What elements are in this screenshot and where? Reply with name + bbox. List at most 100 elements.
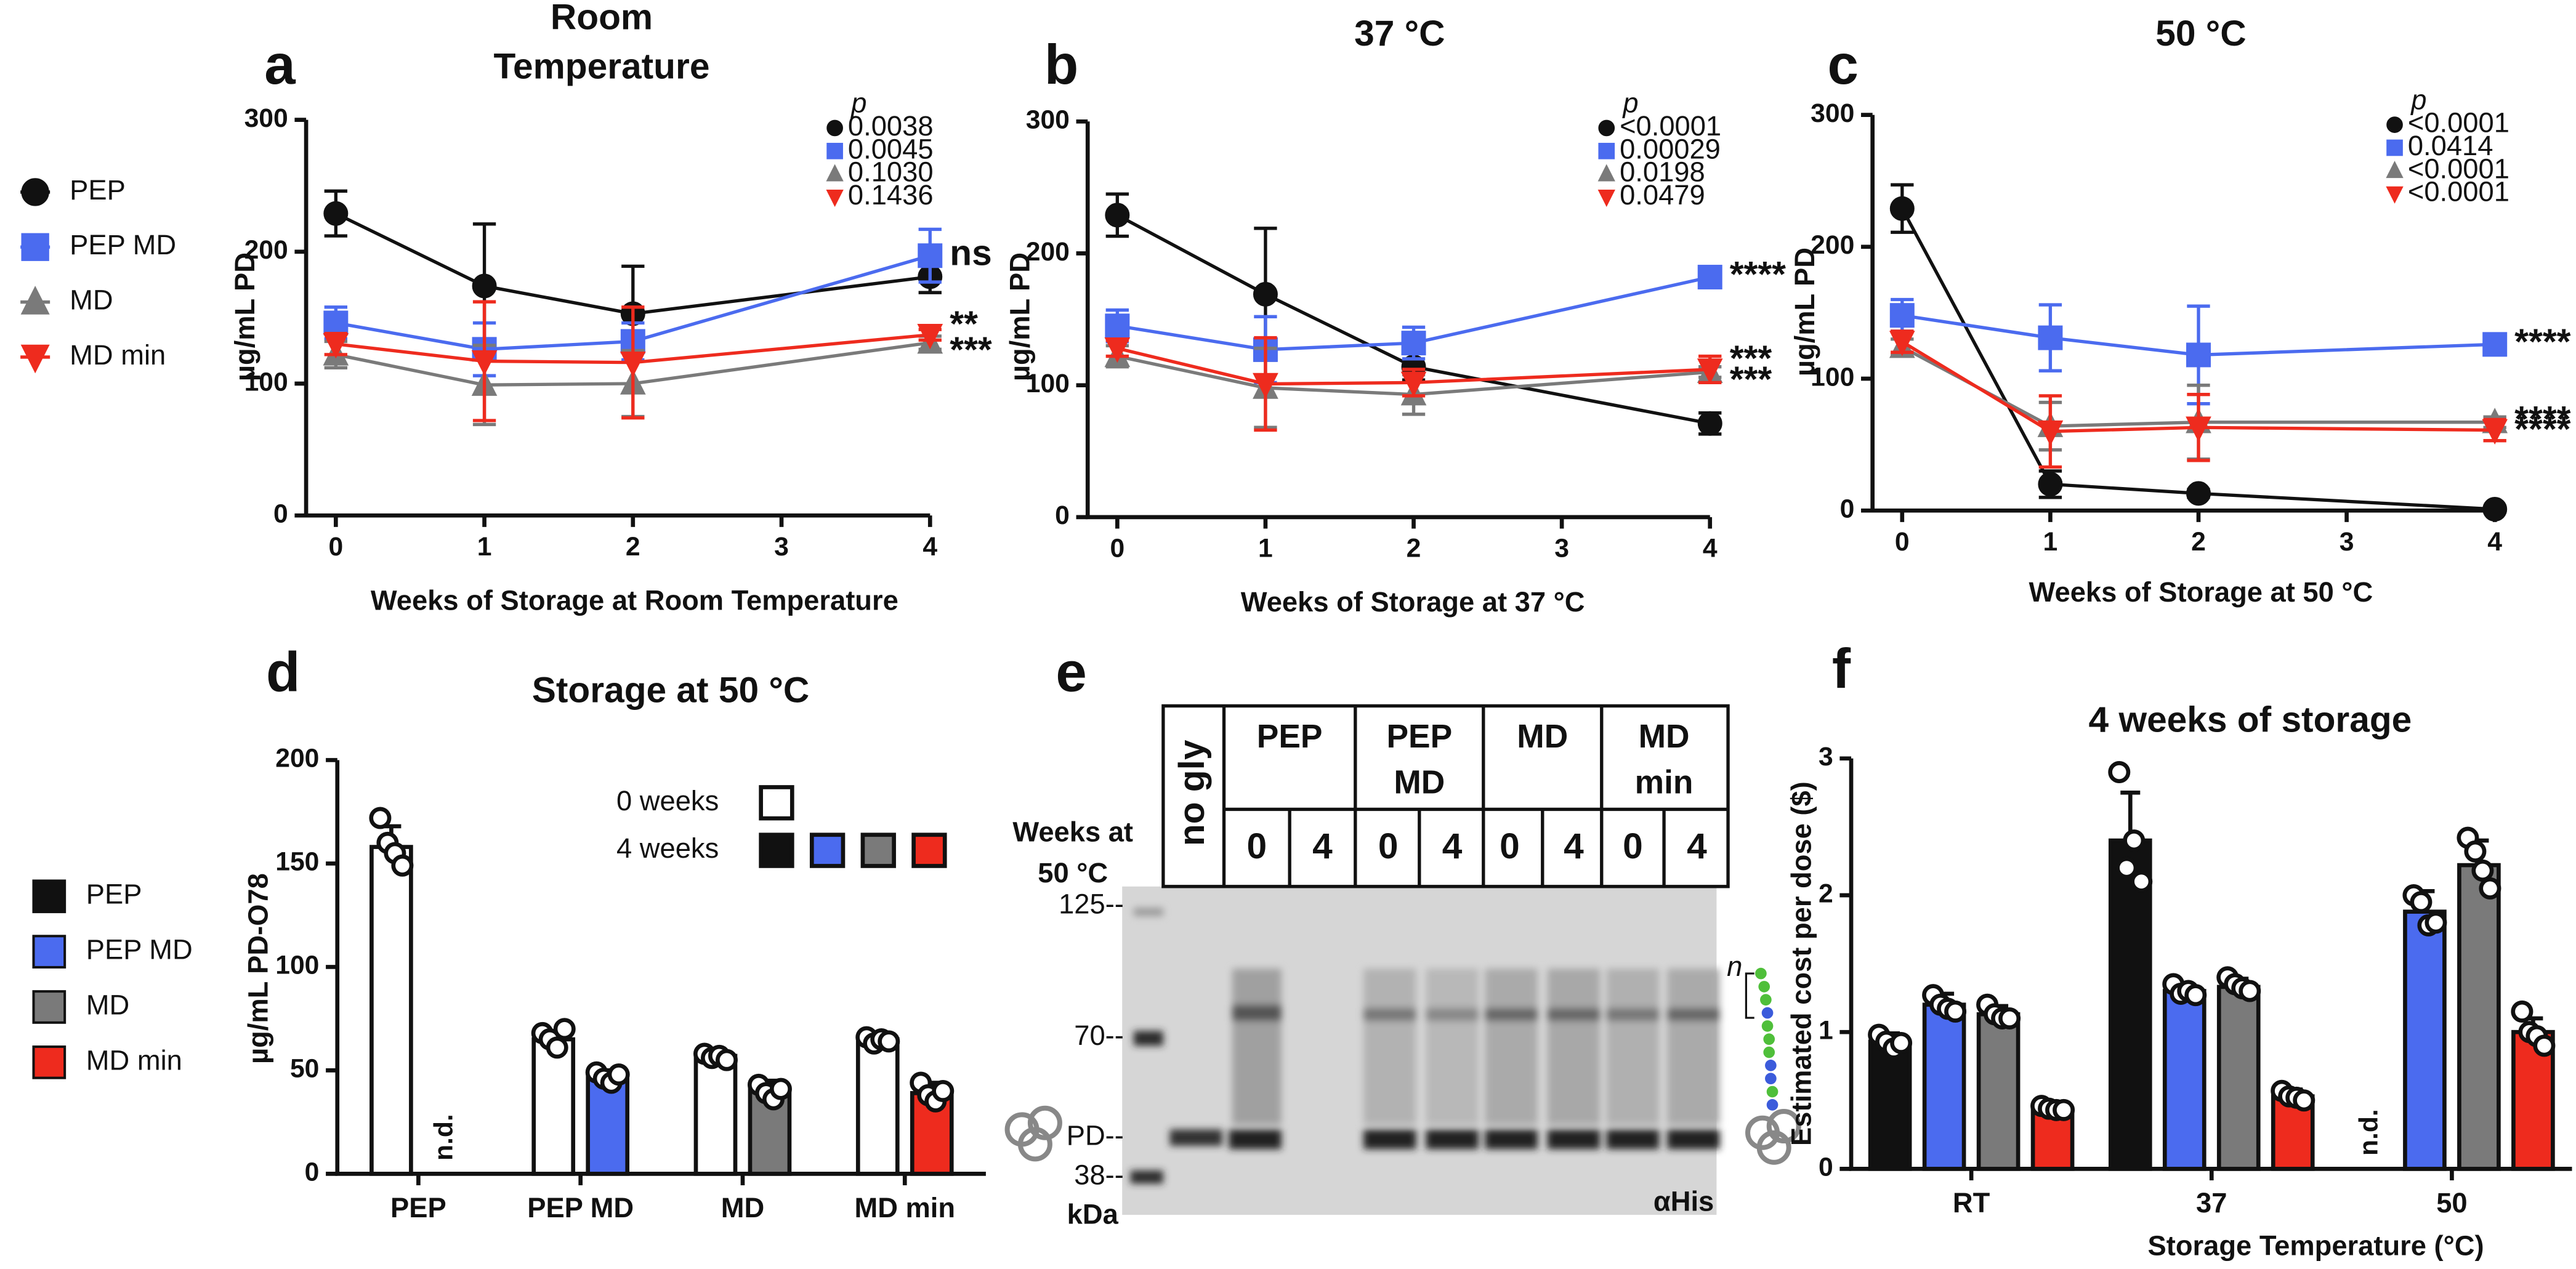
y-tick-label: 300 [1026, 105, 1070, 135]
data-point [546, 1036, 568, 1059]
legend-marker [21, 178, 49, 206]
data-point [369, 807, 392, 829]
knot-icon [1004, 1105, 1801, 1165]
data-point [918, 243, 943, 268]
chart-title: Temperature [494, 46, 710, 86]
legend-marker [20, 286, 50, 315]
y-tick-label: 0 [1840, 494, 1855, 523]
legend-swatch [860, 832, 896, 868]
significance: ** [950, 304, 978, 344]
data-point [2123, 829, 2146, 852]
p-value: 0.0045 [848, 133, 934, 164]
y-tick-label: 50 [290, 1054, 319, 1084]
not-determined: n.d. [429, 1114, 459, 1161]
p-value: 0.00029 [1620, 133, 1721, 164]
panel-letter: b [1044, 34, 1078, 96]
data-point [2464, 840, 2487, 863]
data-point [2184, 984, 2207, 1007]
weeks-label: 0 [1378, 826, 1399, 866]
data-point [2511, 1000, 2534, 1023]
legend-marker [21, 233, 49, 261]
data-point [1401, 331, 1426, 356]
significance: **** [2514, 400, 2570, 440]
data-point [2130, 870, 2153, 893]
x-tick-label: 3 [2340, 527, 2354, 557]
p-marker [826, 164, 844, 182]
x-tick-label: 37 [2196, 1187, 2227, 1219]
data-point [2479, 877, 2501, 900]
legend-marker [20, 344, 50, 374]
x-tick-label: PEP MD [527, 1192, 634, 1223]
weeks-label: 0 [1247, 826, 1267, 866]
legend-swatch [32, 990, 67, 1024]
weeks-label: 0 [1500, 826, 1520, 866]
chart-title: 4 weeks of storage [2089, 700, 2412, 740]
data-point [2471, 859, 2494, 882]
y-tick-label: 200 [244, 235, 288, 265]
data-point [1890, 1031, 1913, 1054]
weeks-label: 4 [1687, 826, 1707, 866]
y-tick-label: 0 [305, 1158, 320, 1187]
y-tick-label: 3 [1819, 742, 1833, 771]
data-point [1253, 281, 1278, 307]
data-point [1105, 313, 1130, 339]
p-marker [2386, 139, 2403, 156]
series-line [1900, 207, 2495, 511]
x-axis-label: Storage Temperature (°C) [2148, 1230, 2484, 1261]
series-line [336, 333, 931, 365]
data-point [1697, 265, 1722, 290]
legend-label: MD min [70, 339, 166, 371]
chart-title: Storage at 50 °C [532, 671, 809, 711]
p-value: 0.1436 [848, 179, 934, 211]
panel-letter: c [1827, 34, 1858, 96]
gel-table [1161, 704, 1730, 888]
x-tick-label: RT [1953, 1187, 1990, 1219]
y-tick-label: 0 [1819, 1153, 1833, 1182]
data-point [1104, 337, 1131, 363]
significance: **** [1730, 255, 1786, 295]
x-tick-label: 4 [1703, 533, 1718, 563]
series-line [335, 212, 931, 316]
repeat-label: n [1727, 951, 1742, 982]
bar [2403, 909, 2447, 1171]
series-line [1116, 214, 1711, 425]
y-tick-label: 200 [1811, 230, 1854, 260]
panel-letter: f [1832, 638, 1851, 700]
p-marker [1598, 119, 1615, 137]
bar [1922, 1002, 1966, 1171]
data-point [1400, 371, 1427, 397]
data-point [323, 332, 349, 359]
data-point [2425, 911, 2447, 934]
y-tick-label: 150 [275, 847, 319, 877]
data-point [1105, 203, 1130, 228]
data-point [2482, 497, 2508, 522]
legend-swatch [32, 935, 67, 969]
data-point [2410, 891, 2433, 914]
x-tick-label: 4 [2487, 527, 2502, 557]
x-axis-label: Weeks of Storage at 37 °C [1241, 586, 1585, 618]
series-line [1902, 313, 2495, 357]
axes [1085, 121, 1710, 520]
bar [2108, 838, 2152, 1171]
x-tick-label: 3 [1554, 533, 1569, 563]
not-determined: n.d. [2354, 1109, 2384, 1156]
group-label: PEP [1257, 719, 1323, 755]
data-point [391, 854, 414, 877]
y-tick-label: 100 [244, 367, 288, 397]
series-line [335, 340, 931, 387]
x-tick-label: MD [721, 1192, 764, 1223]
series-line [1116, 347, 1710, 386]
significance: *** [1730, 339, 1772, 379]
data-point [2038, 472, 2063, 497]
panel-letter: d [266, 641, 300, 703]
x-axis-label: Weeks of Storage at 50 °C [2029, 576, 2373, 608]
bar [693, 1053, 738, 1176]
data-point [2239, 980, 2261, 1002]
antibody-label: αHis [1653, 1185, 1714, 1217]
significance: *** [950, 330, 992, 370]
y-tick-label: 0 [1055, 501, 1070, 530]
y-axis-label: µg/mL PD [1789, 248, 1820, 376]
data-point [323, 310, 349, 336]
p-label: p [1621, 87, 1638, 119]
data-point [2482, 332, 2508, 357]
